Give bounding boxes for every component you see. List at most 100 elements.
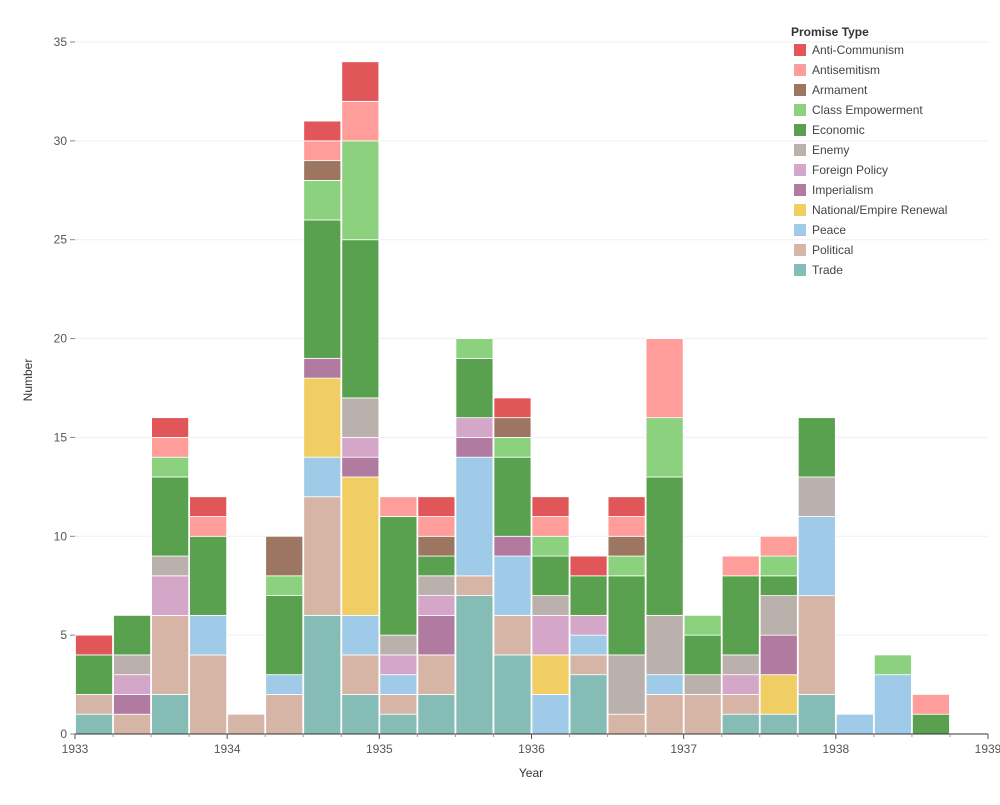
bar-segment[interactable] [303,179,342,221]
bar-segment[interactable] [759,713,798,735]
bar-segment[interactable] [531,595,570,616]
bar-segment[interactable] [379,694,418,715]
bar-segment[interactable] [265,595,304,676]
bar-segment[interactable] [303,160,342,181]
bar-segment[interactable] [303,120,342,142]
legend-item[interactable]: Antisemitism [794,63,880,77]
legend-item[interactable]: Enemy [794,143,849,157]
bar-segment[interactable] [493,614,532,656]
bar-segment[interactable] [569,555,608,577]
bar-segment[interactable] [303,614,342,735]
bar-segment[interactable] [189,654,228,735]
legend-item[interactable]: Peace [794,223,846,237]
bar-segment[interactable] [303,219,342,359]
bar-segment[interactable] [645,417,684,478]
bar-segment[interactable] [645,338,684,419]
bar-segment[interactable] [265,674,304,695]
bar-segment[interactable] [797,595,836,695]
bar-segment[interactable] [113,694,151,715]
bar-segment[interactable] [531,614,570,656]
bar-segment[interactable] [607,555,646,577]
bar-segment[interactable] [873,654,912,676]
legend-item[interactable]: National/Empire Renewal [794,203,947,217]
bar-segment[interactable] [113,614,151,656]
bar-segment[interactable] [607,535,646,557]
bar-segment[interactable] [721,674,760,695]
bar-segment[interactable] [265,694,304,735]
bar-segment[interactable] [151,456,190,478]
bar-segment[interactable] [569,674,608,735]
bar-segment[interactable] [493,397,532,419]
bar-segment[interactable] [759,575,798,596]
bar-segment[interactable] [113,674,151,695]
bar-segment[interactable] [341,239,380,399]
bar-segment[interactable] [607,575,646,656]
bar-segment[interactable] [683,614,722,636]
bar-segment[interactable] [493,417,532,438]
bar-segment[interactable] [607,496,646,517]
bar-segment[interactable] [797,694,836,735]
bar-segment[interactable] [227,713,266,735]
bar-segment[interactable] [151,614,190,695]
bar-segment[interactable] [721,575,760,656]
bar-segment[interactable] [151,555,190,577]
bar-segment[interactable] [379,713,418,735]
bar-segment[interactable] [113,654,151,676]
bar-segment[interactable] [151,694,190,735]
bar-segment[interactable] [341,397,380,438]
bar-segment[interactable] [303,496,342,616]
bar-segment[interactable] [493,555,532,616]
bar-segment[interactable] [189,496,228,517]
legend-item[interactable]: Foreign Policy [794,163,888,177]
bar-segment[interactable] [303,357,342,379]
bar-segment[interactable] [379,634,418,656]
bar-segment[interactable] [303,140,342,162]
bar-segment[interactable] [417,595,456,616]
bar-segment[interactable] [455,357,494,419]
legend-item[interactable]: Trade [794,263,843,277]
legend-item[interactable]: Anti-Communism [794,43,904,57]
bar-segment[interactable] [645,476,684,616]
bar-segment[interactable] [341,140,380,241]
bar-segment[interactable] [531,516,570,537]
bar-segment[interactable] [341,476,380,616]
bar-segment[interactable] [151,417,190,438]
bar-segment[interactable] [379,654,418,676]
bar-segment[interactable] [797,476,836,517]
bar-segment[interactable] [341,694,380,735]
legend-item[interactable]: Class Empowerment [794,103,923,117]
bar-segment[interactable] [455,338,494,359]
bar-segment[interactable] [569,614,608,636]
bar-segment[interactable] [417,496,456,517]
bar-segment[interactable] [455,437,494,458]
bar-segment[interactable] [151,575,190,616]
bar-segment[interactable] [417,654,456,695]
bar-segment[interactable] [493,654,532,735]
bar-segment[interactable] [379,516,418,636]
bar-segment[interactable] [303,456,342,498]
bar-segment[interactable] [113,713,151,735]
bar-segment[interactable] [455,456,494,577]
bar-segment[interactable] [759,555,798,577]
bar-segment[interactable] [265,575,304,596]
bar-segment[interactable] [873,674,912,735]
bar-segment[interactable] [417,694,456,735]
bar-segment[interactable] [683,634,722,676]
bar-segment[interactable] [341,61,380,102]
bar-segment[interactable] [683,694,722,735]
bar-segment[interactable] [379,674,418,695]
bar-segment[interactable] [341,456,380,478]
bar-segment[interactable] [379,496,418,517]
bar-segment[interactable] [721,694,760,715]
bar-segment[interactable] [683,674,722,695]
bar-segment[interactable] [493,535,532,557]
bar-segment[interactable] [189,614,228,656]
bar-segment[interactable] [645,674,684,695]
legend-item[interactable]: Armament [794,83,868,97]
bar-segment[interactable] [531,496,570,517]
bar-segment[interactable] [341,654,380,695]
bar-segment[interactable] [417,614,456,656]
bar-segment[interactable] [721,713,760,735]
bar-segment[interactable] [607,713,646,735]
bar-segment[interactable] [645,694,684,735]
